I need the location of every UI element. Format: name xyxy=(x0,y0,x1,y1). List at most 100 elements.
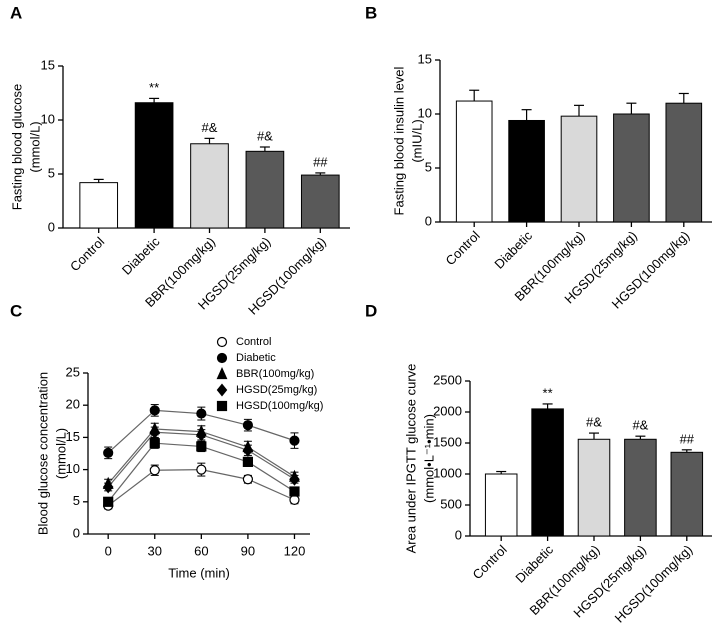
x-tick-label: 90 xyxy=(241,543,255,558)
x-tick-label: Control xyxy=(443,228,483,268)
y-tick-label: 0 xyxy=(48,219,55,234)
bar xyxy=(577,438,611,537)
y-tick-label: 5 xyxy=(425,159,432,174)
marker xyxy=(149,465,160,476)
y-axis-label: (mmol/L) xyxy=(53,428,68,479)
bar xyxy=(79,182,119,229)
marker xyxy=(216,400,228,412)
marker xyxy=(289,472,300,486)
y-tick-label: 1000 xyxy=(433,465,462,480)
x-tick-label: 30 xyxy=(148,543,162,558)
marker xyxy=(196,464,207,475)
panel-label: A xyxy=(10,3,22,22)
x-tick-label: 120 xyxy=(284,543,306,558)
x-tick-label: Control xyxy=(67,234,107,274)
legend-label: Control xyxy=(236,336,271,348)
marker xyxy=(216,336,228,348)
panel-label: D xyxy=(365,301,377,320)
marker xyxy=(216,367,228,380)
marker xyxy=(196,408,207,419)
bar xyxy=(670,451,704,537)
marker xyxy=(242,456,254,467)
x-tick-label: 0 xyxy=(105,543,112,558)
legend-label: HGSD(100mg/kg) xyxy=(236,400,323,412)
x-tick-label: HGSD(100mg/kg) xyxy=(612,542,696,626)
legend-label: HGSD(25mg/kg) xyxy=(236,384,317,396)
x-axis-label: Time (min) xyxy=(168,565,230,580)
legend-label: Diabetic xyxy=(236,352,276,364)
marker xyxy=(149,405,160,416)
x-tick-label: Diabetic xyxy=(512,542,556,586)
bar xyxy=(134,102,174,229)
significance-label: #& xyxy=(202,120,218,135)
panel: D Area under IPGTT glucose curve (mmol•L⁻¹… xyxy=(365,301,712,626)
y-axis-label: (mIU/L) xyxy=(409,119,424,162)
y-tick-label: 10 xyxy=(66,461,80,476)
y-tick-label: 15 xyxy=(66,429,80,444)
y-tick-label: 25 xyxy=(66,364,80,379)
significance-label: #& xyxy=(586,415,602,430)
marker xyxy=(103,447,114,458)
y-tick-label: 20 xyxy=(66,397,80,412)
bar xyxy=(484,473,518,537)
bar xyxy=(245,150,285,229)
x-tick-label: 60 xyxy=(194,543,208,558)
x-tick-label: Diabetic xyxy=(119,234,163,278)
y-tick-label: 10 xyxy=(418,105,432,120)
marker xyxy=(196,441,207,452)
bar xyxy=(624,438,657,537)
y-axis-label: (mmol/L) xyxy=(27,121,42,172)
x-tick-label: Diabetic xyxy=(491,228,535,272)
y-tick-label: 500 xyxy=(440,496,462,511)
marker xyxy=(149,438,160,449)
significance-label: ** xyxy=(149,80,159,95)
y-tick-label: 10 xyxy=(41,111,55,126)
panel: C Blood glucose concentration (mmol/L) 0 5 10… xyxy=(10,301,323,580)
y-tick-label: 2000 xyxy=(433,403,462,418)
bar xyxy=(665,102,703,223)
y-tick-label: 15 xyxy=(41,57,55,72)
y-tick-label: 15 xyxy=(418,51,432,66)
marker xyxy=(196,428,207,442)
marker xyxy=(102,480,114,494)
y-axis-label: Fasting blood insulin level xyxy=(391,66,406,215)
marker xyxy=(216,383,228,397)
marker xyxy=(103,496,114,507)
y-tick-label: 0 xyxy=(73,525,80,540)
significance-label: ## xyxy=(680,431,695,446)
y-axis-label: (mmol•L⁻¹•min) xyxy=(421,414,436,503)
panel-label: C xyxy=(10,301,22,320)
marker xyxy=(242,474,254,485)
bar xyxy=(560,115,598,223)
y-tick-label: 2500 xyxy=(433,372,462,387)
panel-label: B xyxy=(365,3,377,22)
y-tick-label: 0 xyxy=(455,527,462,542)
marker xyxy=(242,420,254,431)
y-tick-label: 5 xyxy=(73,493,80,508)
marker xyxy=(242,443,254,457)
significance-label: #& xyxy=(257,128,273,143)
legend-label: BBR(100mg/kg) xyxy=(236,368,314,380)
marker xyxy=(216,352,228,364)
marker xyxy=(289,435,300,446)
significance-label: ## xyxy=(313,154,328,169)
x-tick-label: Control xyxy=(470,542,510,582)
marker xyxy=(289,486,300,497)
y-tick-label: 1500 xyxy=(433,434,462,449)
bar xyxy=(190,143,229,229)
bar xyxy=(613,113,650,223)
bar xyxy=(455,100,493,223)
significance-label: #& xyxy=(632,418,648,433)
panel: A Fasting blood glucose (mmol/L) 0 5 10 15 Cont… xyxy=(9,3,350,318)
y-axis-label: Fasting blood glucose xyxy=(9,84,24,210)
panel: B Fasting blood insulin level (mIU/L) 0 5 10 1… xyxy=(365,3,712,312)
y-axis-label: Area under IPGTT glucose curve xyxy=(403,364,418,554)
y-tick-label: 5 xyxy=(48,165,55,180)
y-axis-label: Blood glucose concentration xyxy=(35,372,50,535)
bar xyxy=(300,174,340,229)
y-tick-label: 0 xyxy=(425,213,432,228)
bar xyxy=(531,408,564,537)
marker xyxy=(289,494,300,505)
bar xyxy=(508,119,545,223)
